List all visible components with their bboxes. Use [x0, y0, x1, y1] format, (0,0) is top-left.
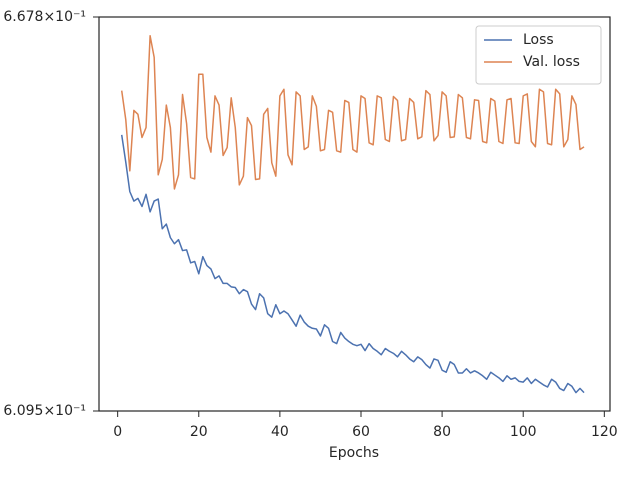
- x-axis-label: Epochs: [329, 445, 379, 461]
- y-tick-label: 6.678×10⁻¹: [3, 9, 86, 25]
- series-line: [120, 35, 585, 190]
- x-tick-label: 60: [352, 424, 370, 440]
- x-tick-label: 100: [510, 424, 537, 440]
- x-tick-label: 0: [113, 424, 122, 440]
- x-tick-label: 80: [433, 424, 451, 440]
- plot-frame: [98, 16, 611, 412]
- legend-label: Val. loss: [523, 54, 580, 70]
- x-tick-label: 20: [190, 424, 208, 440]
- y-tick-label: 6.095×10⁻¹: [3, 403, 86, 419]
- x-tick-label: 40: [271, 424, 289, 440]
- series-line: [120, 134, 585, 394]
- legend-label: Loss: [523, 32, 554, 48]
- x-tick-label: 120: [591, 424, 618, 440]
